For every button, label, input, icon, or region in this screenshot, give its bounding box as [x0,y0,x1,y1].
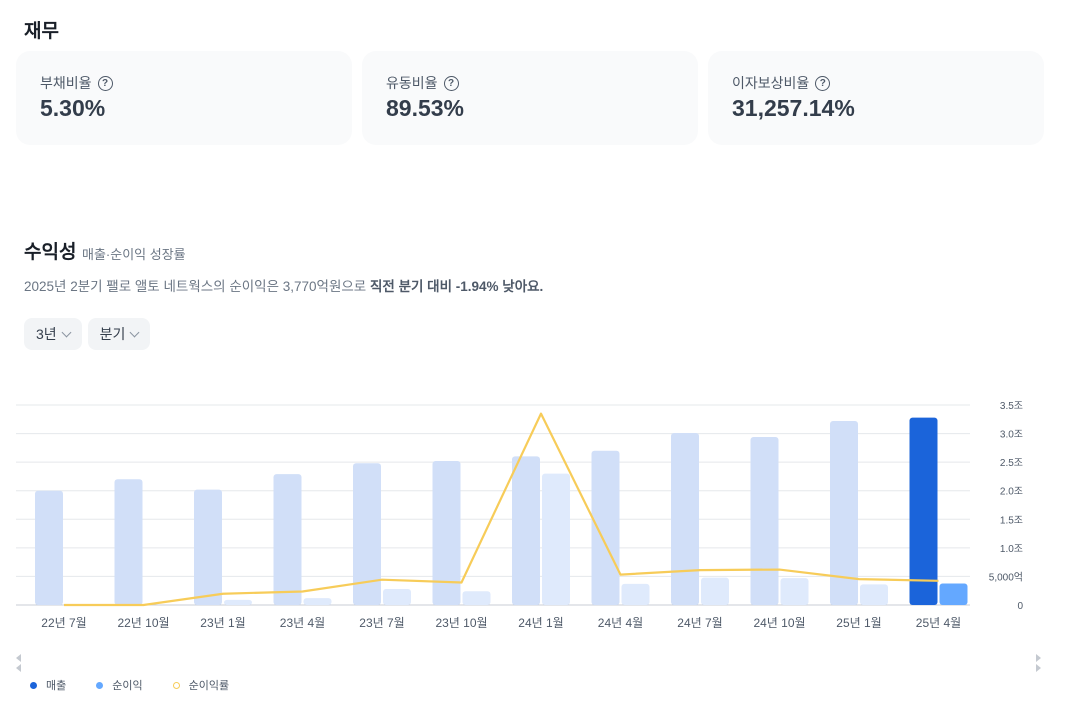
x-tick-label: 23년 4월 [280,616,325,630]
y-tick-label: 1.0조 [1000,544,1023,555]
range-dropdown[interactable]: 3년 [24,318,82,350]
revenue-bar [273,474,302,605]
y-tick-label: 5,000억 [989,571,1023,583]
debt-ratio-label: 부채비율 [40,75,92,91]
revenue-bar [353,463,381,605]
chevron-down-icon [61,327,72,337]
current-ratio-card: 유동비율 ? 89.53% [362,51,698,145]
x-tick-label: 23년 1월 [200,616,245,630]
revenue-bar [512,456,540,605]
period-dropdown-label: 분기 [99,326,126,342]
interest-coverage-label-row: 이자보상비율 ? [732,73,831,93]
revenue-bar [830,421,858,605]
revenue-bar [35,490,63,605]
summary-highlight: 직전 분기 대비 -1.94% 낮아요. [369,279,544,294]
legend-dot-icon [30,681,37,689]
x-tick-label: 24년 1월 [518,616,563,630]
x-tick-label: 24년 10월 [753,616,805,630]
help-icon[interactable]: ? [443,75,459,91]
x-tick-label: 25년 4월 [916,616,961,630]
y-tick-label: 2.0조 [1000,487,1023,498]
x-tick-label: 23년 10월 [435,616,487,630]
summary-text: 2025년 2분기 팰로 앨토 네트웍스의 순이익은 3,770억원으로 [24,279,370,294]
net-income-bar [542,473,570,605]
revenue-bar [750,437,779,605]
revenue-bar [194,489,222,605]
net-income-bar [462,591,491,605]
help-icon[interactable]: ? [815,75,831,91]
net-margin-line [64,412,939,607]
y-tick-label: 2.5조 [1000,458,1023,469]
debt-ratio-card: 부채비율 ? 5.30% [16,51,352,145]
y-tick-label: 3.0조 [1000,430,1023,441]
current-ratio-label-row: 유동비율 ? [386,73,459,93]
finance-cards: 부채비율 ? 5.30% 유동비율 ? 89.53% 이자보상비율 ? 31,2… [16,51,1044,145]
legend-label: 매출 [46,680,67,692]
profitability-title: 수익성 [24,242,77,263]
legend-ring-icon [172,681,180,689]
y-tick-label: 0 [1017,601,1023,612]
legend-item-net-margin[interactable]: 순이익률 [172,677,230,693]
revenue-bar [114,479,143,605]
debt-ratio-label-row: 부채비율 ? [40,73,113,93]
x-tick-label: 24년 4월 [598,616,643,630]
net-income-bar [939,583,968,605]
help-icon[interactable]: ? [97,75,113,91]
net-income-bar [224,599,252,605]
x-tick-label: 22년 7월 [41,616,86,630]
revenue-bar [591,450,620,605]
y-tick-label: 1.5조 [1000,515,1023,526]
net-income-bar [860,584,888,605]
legend-dot-icon [96,681,104,689]
current-ratio-label: 유동비율 [386,75,438,91]
range-dropdown-label: 3년 [36,326,57,342]
revenue-bar [432,461,461,605]
x-tick-label: 22년 10월 [117,616,169,630]
interest-coverage-label: 이자보상비율 [732,75,810,91]
legend-label: 순이익률 [188,680,230,692]
chevron-down-icon [129,327,140,337]
profitability-chart: 0 5,000억 1.0조 1.5조 2.0조 2.5조 3.0조 3.5조 22년 7월 22년… [16,401,1023,630]
legend-label: 순이익 [112,680,143,692]
scroll-right-icon[interactable] [1036,654,1041,662]
profitability-summary: 2025년 2분기 팰로 앨토 네트웍스의 순이익은 3,770억원으로 직전 … [24,275,543,295]
scroll-left-icon[interactable] [16,664,21,672]
x-tick-label: 24년 7월 [677,616,722,630]
interest-coverage-value: 31,257.14% [732,95,855,121]
profitability-subtitle: 매출·순이익 성장률 [82,247,186,262]
period-dropdown[interactable]: 분기 [87,318,151,350]
net-income-bar [780,578,809,605]
chart-legend: 매출 순이익 순이익률 [30,677,229,693]
net-income-bar [383,589,411,605]
y-tick-label: 3.5조 [1000,401,1023,412]
revenue-bar [909,417,938,605]
x-tick-label: 25년 1월 [836,616,881,630]
legend-item-net-income[interactable]: 순이익 [96,677,143,693]
period-filters: 3년 분기 [24,318,151,350]
debt-ratio-value: 5.30% [40,95,106,121]
revenue-bar [671,433,699,605]
net-income-bar [303,598,332,605]
scroll-right-icon[interactable] [1036,664,1041,672]
current-ratio-value: 89.53% [386,95,465,121]
x-tick-label: 23년 7월 [359,616,404,630]
net-income-bar [701,577,729,605]
interest-coverage-card: 이자보상비율 ? 31,257.14% [708,51,1044,145]
finance-title: 재무 [24,21,59,42]
legend-item-revenue[interactable]: 매출 [30,677,66,693]
net-income-bar [621,583,650,605]
scroll-left-icon[interactable] [16,654,21,662]
